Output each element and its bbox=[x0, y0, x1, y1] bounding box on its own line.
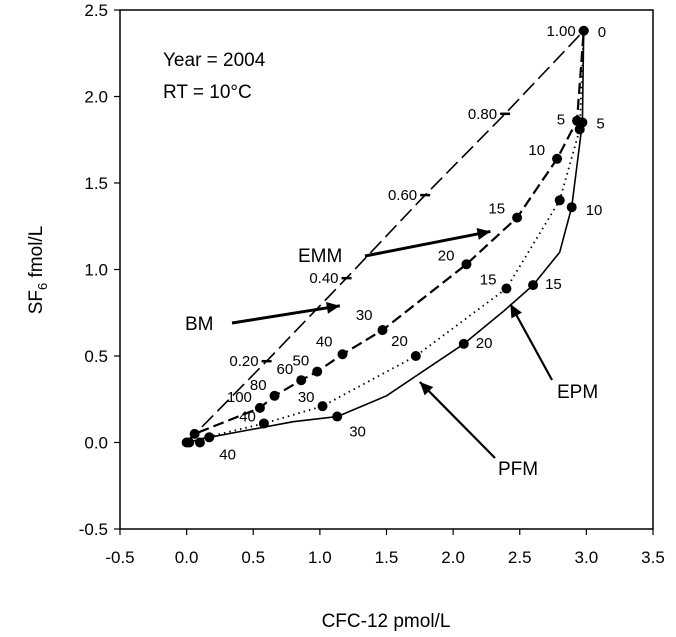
data-point-label: 10 bbox=[528, 142, 545, 159]
data-point bbox=[269, 390, 280, 401]
x-tick-label: 0.0 bbox=[175, 548, 199, 567]
y-tick-label: -0.5 bbox=[79, 520, 108, 539]
model-arrow-bm bbox=[231, 304, 341, 325]
model-arrow-epm bbox=[509, 303, 553, 381]
model-label-bm: BM bbox=[185, 314, 214, 335]
data-point-label: 5 bbox=[596, 115, 604, 132]
data-point-label: 20 bbox=[391, 333, 408, 350]
y-tick-label: 1.0 bbox=[84, 261, 108, 280]
model-arrowhead-emm bbox=[476, 228, 491, 240]
data-point-label: 5 bbox=[557, 112, 565, 129]
y-tick-label: 1.5 bbox=[84, 174, 108, 193]
data-point-label: 30 bbox=[356, 307, 373, 324]
model-label-emm: EMM bbox=[298, 246, 342, 267]
data-point-label: 10 bbox=[586, 202, 603, 219]
annotation-year: Year = 2004 bbox=[163, 50, 266, 71]
x-tick-label: 1.5 bbox=[375, 548, 399, 567]
origin-point bbox=[184, 437, 195, 448]
x-tick-label: 1.0 bbox=[308, 548, 332, 567]
y-axis-title-main: SF bbox=[26, 290, 47, 314]
y-tick-label: 2.0 bbox=[84, 88, 108, 107]
fraction-label: 0.40 bbox=[309, 270, 338, 287]
data-point-label: 30 bbox=[298, 389, 315, 406]
model-label-epm: EPM bbox=[557, 382, 598, 403]
data-point bbox=[204, 432, 215, 443]
y-tick-label: 2.5 bbox=[84, 1, 108, 20]
data-point bbox=[528, 280, 539, 291]
x-tick-label: 2.0 bbox=[441, 548, 465, 567]
x-tick-label: 0.5 bbox=[241, 548, 265, 567]
data-point bbox=[254, 402, 265, 413]
data-point bbox=[312, 366, 323, 377]
data-point-label: 40 bbox=[239, 408, 256, 425]
marker-layer bbox=[181, 25, 589, 448]
y-tick-label: 0.5 bbox=[84, 347, 108, 366]
data-point bbox=[554, 195, 565, 206]
data-point-label: 30 bbox=[349, 424, 366, 441]
data-point bbox=[501, 283, 512, 294]
y-tick-label: 0.0 bbox=[84, 434, 108, 453]
series-line-bm bbox=[186, 30, 585, 444]
model-label-pfm: PFM bbox=[498, 459, 538, 480]
data-point-label: 20 bbox=[476, 335, 493, 352]
data-point bbox=[512, 212, 523, 223]
y-axis-title-subscript: 6 bbox=[35, 283, 50, 290]
data-point bbox=[317, 401, 328, 412]
data-point bbox=[189, 428, 200, 439]
data-point bbox=[377, 325, 388, 336]
annotation-rt: RT = 10°C bbox=[163, 82, 252, 103]
x-tick-label: 3.5 bbox=[641, 548, 665, 567]
x-tick-label: 3.0 bbox=[575, 548, 599, 567]
model-arrow-emm bbox=[364, 229, 491, 258]
data-point-label: 15 bbox=[545, 276, 562, 293]
label-layer: 0.200.400.600.801.0010080605040302015105… bbox=[185, 23, 606, 480]
data-point bbox=[258, 418, 269, 429]
data-point-label: 50 bbox=[293, 353, 310, 370]
data-point bbox=[552, 153, 563, 164]
data-point-label: 20 bbox=[438, 247, 455, 264]
data-point bbox=[458, 338, 469, 349]
model-arrow-pfm bbox=[419, 381, 496, 459]
fraction-label: 0.60 bbox=[388, 187, 417, 204]
fraction-label: 1.00 bbox=[547, 23, 576, 40]
y-axis-title: SF6 fmol/L bbox=[26, 226, 50, 315]
data-point bbox=[461, 259, 472, 270]
model-arrowhead-bm bbox=[326, 301, 340, 314]
axis-layer: -0.5 0.0 0.5 1.0 1.5 2.0 2.5 3.0 3.5 -0.5 0.0 0.5 1.… bbox=[79, 1, 665, 567]
fraction-label: 0.20 bbox=[229, 353, 258, 370]
data-point-label: 40 bbox=[316, 333, 333, 350]
fraction-label: 0.80 bbox=[468, 106, 497, 123]
model-arrowhead-epm bbox=[510, 304, 522, 319]
data-point bbox=[337, 349, 348, 360]
data-point-label: 15 bbox=[488, 201, 505, 218]
data-point-label: 60 bbox=[277, 361, 294, 378]
data-point-label: 80 bbox=[250, 377, 267, 394]
data-point bbox=[578, 25, 589, 36]
data-point-label: 15 bbox=[480, 272, 497, 289]
model-arrowhead-pfm bbox=[419, 381, 434, 396]
x-axis-title: CFC-12 pmol/L bbox=[322, 611, 451, 632]
data-point-label: 0 bbox=[598, 24, 606, 41]
y-axis-title-unit: fmol/L bbox=[26, 226, 47, 283]
data-point bbox=[296, 375, 307, 386]
data-point bbox=[566, 202, 577, 213]
data-point bbox=[332, 411, 343, 422]
data-point-label: 100 bbox=[227, 389, 252, 406]
data-point bbox=[577, 117, 588, 128]
data-point bbox=[410, 351, 421, 361]
origin-point bbox=[194, 437, 205, 448]
x-tick-label: -0.5 bbox=[105, 548, 134, 567]
series-line-epm bbox=[186, 30, 585, 444]
x-tick-label: 2.5 bbox=[508, 548, 532, 567]
data-point-label: 40 bbox=[219, 446, 236, 463]
